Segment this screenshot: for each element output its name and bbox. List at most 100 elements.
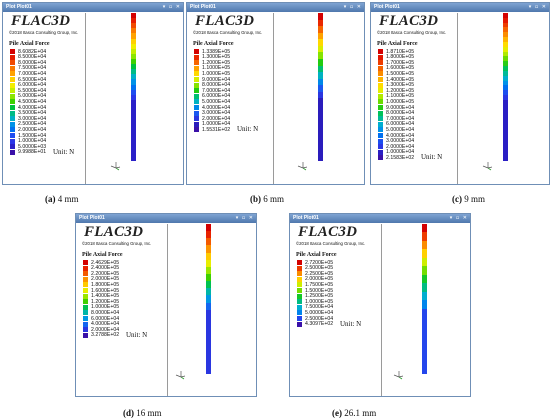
legend-value: 7.0000E+04 xyxy=(386,115,415,122)
legend-swatch xyxy=(194,65,199,71)
window-controls[interactable]: ▾ ▫ ✕ xyxy=(528,4,547,10)
legend-swatch xyxy=(83,332,88,338)
legend-value: 9.0000E+04 xyxy=(386,104,415,111)
pile-segment xyxy=(206,273,211,282)
legend-value: 1.2500E+05 xyxy=(305,293,334,300)
legend-title: Pile Axial Force xyxy=(296,252,337,258)
legend-title: Pile Axial Force xyxy=(377,41,418,47)
legend-value: 1.5000E+04 xyxy=(18,132,47,139)
pile-segment xyxy=(422,316,427,374)
legend-swatch xyxy=(378,105,383,110)
unit-label: Unit: N xyxy=(237,125,259,134)
flac3d-logo: FLAC3D xyxy=(11,13,71,29)
legend-swatch xyxy=(378,116,383,122)
pile-contour xyxy=(422,224,427,374)
copyright-text: ©2018 Itasca Consulting Group, Inc. xyxy=(377,30,447,35)
window-titlebar: Plot Plot01 ▾ ▫ ✕ xyxy=(371,3,549,12)
viewport-divider xyxy=(457,13,458,184)
legend-value: 1.1000E+05 xyxy=(202,65,231,72)
caption-letter: (b) xyxy=(250,194,261,204)
legend-value: 2.4629E+05 xyxy=(91,259,120,266)
legend-value: 4.0000E+04 xyxy=(18,104,47,111)
legend-value: 1.3000E+05 xyxy=(386,82,415,89)
caption-letter: (d) xyxy=(123,408,134,418)
legend-value: 1.8710E+05 xyxy=(386,48,415,55)
window-title: Plot Plot01 xyxy=(6,4,32,10)
legend-value: 4.3097E+02 xyxy=(305,321,334,328)
legend-swatch xyxy=(194,127,199,133)
xyz-axes-icon xyxy=(110,162,121,171)
pile-segment xyxy=(422,266,427,275)
legend-swatch xyxy=(10,77,15,82)
legend-value: 2.5000E+04 xyxy=(18,121,47,128)
plot-window-b: Plot Plot01 ▾ ▫ ✕ FLAC3D ©2018 Itasca Consu… xyxy=(186,2,365,185)
pile-segment xyxy=(503,95,508,100)
legend-swatch xyxy=(194,49,199,54)
window-controls[interactable]: ▾ ▫ ✕ xyxy=(343,4,362,10)
legend-value: 1.5000E+05 xyxy=(305,287,334,294)
pile-contour xyxy=(206,224,211,374)
legend-value: 6.5000E+04 xyxy=(18,76,47,83)
legend-value: 5.0000E+04 xyxy=(305,309,334,316)
pile-segment xyxy=(131,53,136,59)
pile-segment xyxy=(318,19,323,27)
pile-segment xyxy=(318,26,323,33)
legend-swatch xyxy=(194,105,199,110)
pile-segment xyxy=(503,75,508,81)
legend-swatch xyxy=(83,321,88,327)
caption-text: 16 mm xyxy=(136,408,162,418)
window-title: Plot Plot01 xyxy=(190,4,216,10)
legend-swatch xyxy=(10,65,15,71)
pile-segment xyxy=(503,17,508,23)
copyright-text: ©2018 Itasca Consulting Group, Inc. xyxy=(296,241,366,246)
window-controls[interactable]: ▾ ▫ ✕ xyxy=(162,4,181,10)
legend-value: 2.0000E+05 xyxy=(91,276,120,283)
caption-letter: (c) xyxy=(452,194,462,204)
pile-segment xyxy=(503,104,508,161)
pile-segment xyxy=(131,94,136,100)
legend-value: 2.1583E+02 xyxy=(386,154,415,161)
pile-segment xyxy=(206,266,211,274)
pile-segment xyxy=(422,232,427,241)
legend-value: 2.5000E+05 xyxy=(305,265,334,272)
plot-window-d: Plot Plot01 ▾ ▫ ✕ FLAC3D ©2018 Itasca Consu… xyxy=(75,213,257,397)
legend-value: 2.5000E+04 xyxy=(305,315,334,322)
legend-value: 1.4000E+05 xyxy=(386,76,415,83)
legend-swatch xyxy=(83,316,88,321)
pile-segment xyxy=(206,316,211,374)
window-controls[interactable]: ▾ ▫ ✕ xyxy=(235,215,254,221)
legend-value: 1.4000E+05 xyxy=(91,293,120,300)
pile-segment xyxy=(131,13,136,19)
pile-segment xyxy=(503,61,508,67)
window-controls[interactable]: ▾ ▫ ✕ xyxy=(449,215,468,221)
legend-swatch xyxy=(83,327,88,333)
legend-value: 3.2788E+02 xyxy=(91,332,120,339)
pile-segment xyxy=(206,288,211,296)
pile-segment xyxy=(131,58,136,65)
pile-segment xyxy=(131,28,136,34)
pile-segment xyxy=(422,274,427,284)
pile-segment xyxy=(422,308,427,317)
pile-segment xyxy=(422,257,427,267)
legend-value: 3.5000E+04 xyxy=(18,110,47,117)
pile-segment xyxy=(318,104,323,161)
pile-segment xyxy=(503,99,508,105)
unit-label: Unit: N xyxy=(53,147,75,156)
legend-swatch xyxy=(83,260,88,265)
xyz-axes-icon xyxy=(482,162,493,171)
legend-value: 7.5000E+04 xyxy=(305,304,334,311)
legend-value: 1.7000E+05 xyxy=(386,59,415,66)
legend-swatch xyxy=(378,155,383,161)
legend-value: 2.2000E+05 xyxy=(91,270,120,277)
xyz-axes-icon xyxy=(297,162,308,171)
legend-value: 1.2000E+05 xyxy=(202,59,231,66)
legend-value: 1.8000E+05 xyxy=(386,54,415,61)
legend-swatch xyxy=(378,49,383,54)
legend-swatch xyxy=(378,149,383,155)
legend-swatch xyxy=(10,138,15,144)
legend-value: 5.0000E+04 xyxy=(386,126,415,133)
legend-swatch xyxy=(194,77,199,82)
legend-swatch xyxy=(83,299,88,305)
legend-swatch xyxy=(297,299,302,305)
plot-window-e: Plot Plot01 ▾ ▫ ✕ FLAC3D ©2018 Itasca Consu… xyxy=(289,213,471,397)
